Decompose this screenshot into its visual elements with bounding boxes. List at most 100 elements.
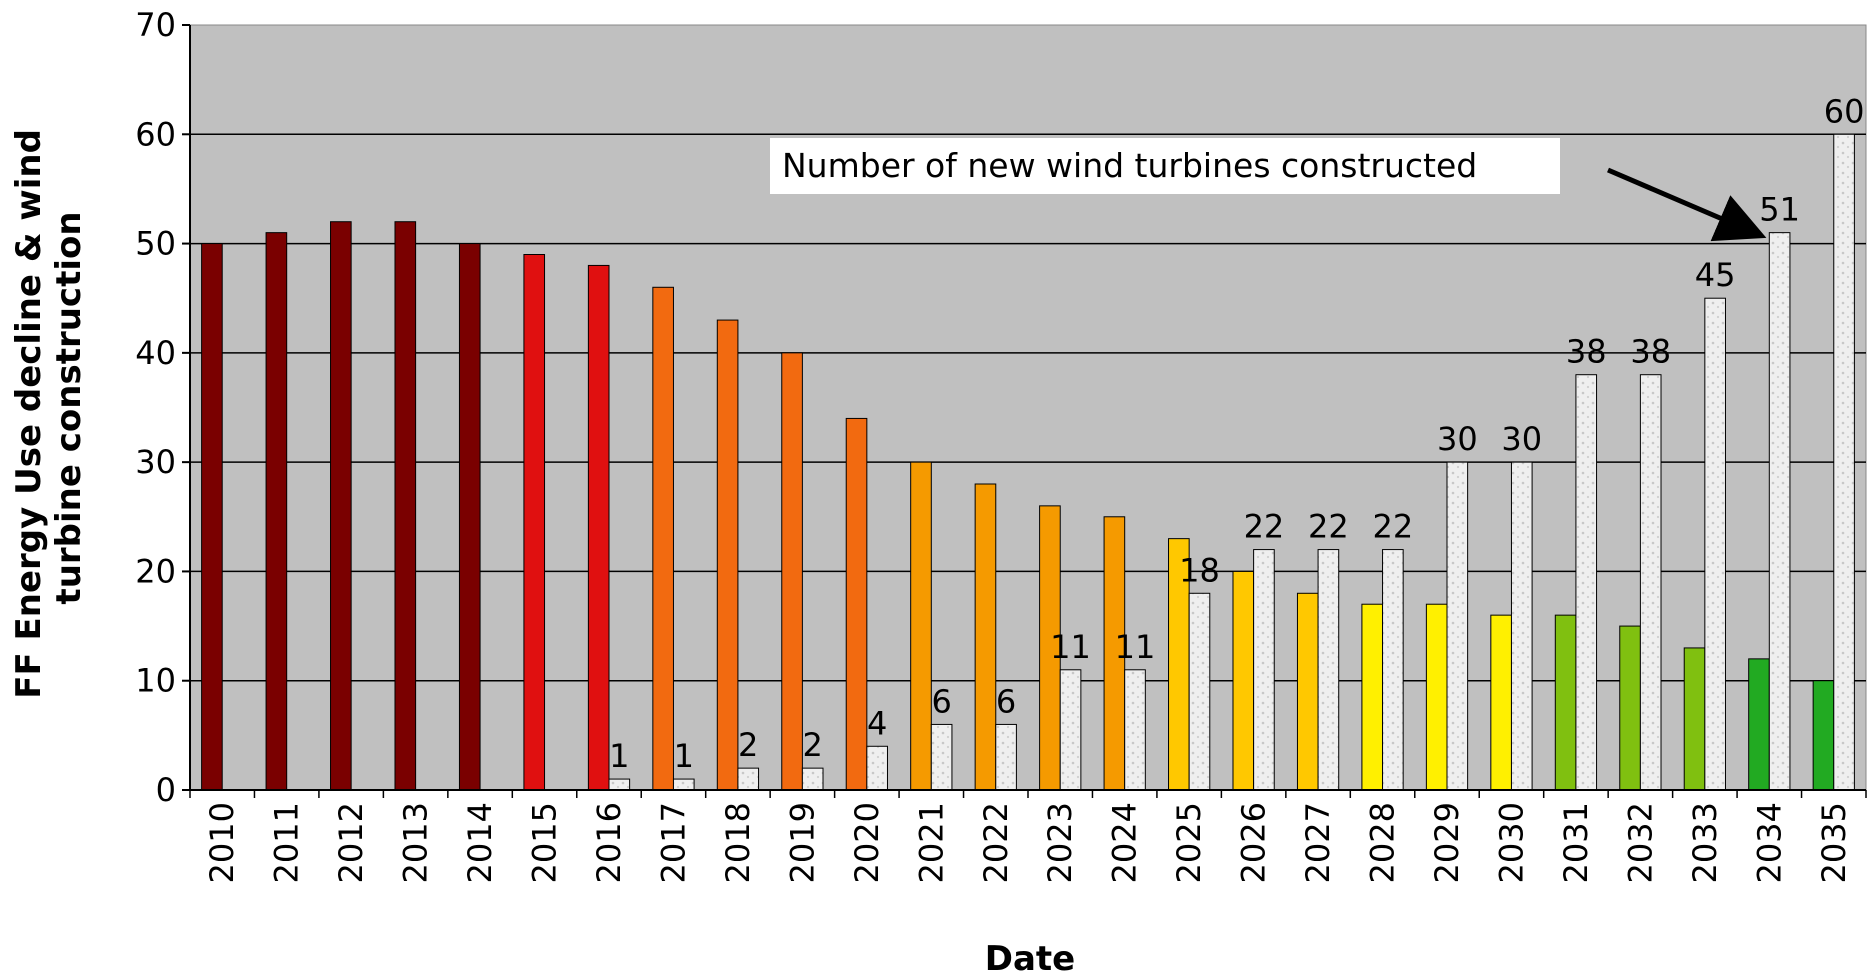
ff-energy-bar	[265, 232, 288, 791]
ff-energy-bar	[1619, 625, 1641, 791]
wind-turbine-bar	[608, 778, 631, 791]
wind-turbine-bar	[1382, 549, 1404, 791]
wind-turbine-bar	[1704, 297, 1726, 791]
x-tick-label: 2030	[1492, 802, 1530, 883]
wind-turbine-value-label: 38	[1566, 333, 1607, 371]
ff-energy-bar	[652, 286, 674, 791]
wind-turbine-value-label: 6	[996, 682, 1016, 720]
wind-turbine-bar	[1575, 374, 1598, 791]
wind-turbine-bar	[1188, 592, 1211, 791]
wind-turbine-bars	[608, 133, 1855, 791]
wind-turbine-value-label: 38	[1630, 333, 1671, 371]
ff-energy-bar	[1748, 658, 1770, 791]
y-axis-title-line1: FF Energy Use decline & wind	[9, 129, 49, 699]
x-tick-label: 2026	[1235, 802, 1273, 883]
wind-turbine-bar	[1253, 549, 1275, 791]
wind-turbine-bar	[1768, 232, 1791, 791]
x-tick-label: 2027	[1299, 802, 1337, 883]
wind-turbine-value-label: 45	[1695, 256, 1736, 294]
wind-turbine-value-label: 51	[1759, 191, 1800, 229]
wind-turbine-value-label: 1	[674, 737, 694, 775]
x-tick-label: 2021	[912, 802, 950, 883]
x-tick-label: 2022	[977, 802, 1015, 883]
wind-turbine-bar	[1317, 549, 1340, 791]
wind-turbine-value-label: 1	[609, 737, 629, 775]
ff-energy-bar	[1683, 647, 1706, 791]
wind-turbine-value-label: 60	[1824, 92, 1865, 130]
wind-turbine-value-label: 30	[1501, 420, 1542, 458]
x-tick-label: 2011	[268, 802, 306, 883]
ff-energy-bar	[587, 264, 610, 791]
wind-turbine-bar	[1446, 461, 1469, 791]
annotation-arrow	[1607, 167, 1767, 242]
y-axis-title-line2: turbine construction	[49, 211, 89, 604]
wind-turbine-bar	[1124, 669, 1146, 791]
ff-energy-bar	[1232, 570, 1255, 791]
y-axis-ticks: 0 10 20 30 40 50 60 70	[135, 6, 190, 809]
wind-turbine-bar	[1639, 374, 1662, 791]
ff-energy-bar	[1361, 603, 1384, 791]
wind-turbine-value-label: 11	[1115, 628, 1156, 666]
ff-energy-bar	[1296, 592, 1319, 791]
wind-turbine-bar	[1510, 461, 1533, 791]
ff-energy-bar	[1812, 680, 1835, 791]
ff-energy-bar	[330, 221, 352, 791]
x-axis-tick-labels: 2010 2011 2012 2013 2014 2015 2016 2017 2018 2019…	[189, 790, 1867, 883]
wind-turbine-bar	[801, 767, 824, 791]
x-axis-title: Date	[985, 939, 1075, 977]
wind-turbine-value-label: 6	[931, 682, 951, 720]
y-tick-label: 70	[135, 6, 176, 44]
x-tick-label: 2031	[1557, 802, 1595, 883]
x-tick-label: 2016	[590, 802, 628, 883]
ff-energy-bar	[781, 352, 803, 791]
x-tick-label: 2024	[1106, 802, 1144, 883]
wind-turbine-bar	[672, 778, 695, 791]
x-tick-label: 2020	[848, 802, 886, 883]
ff-energy-bar	[716, 319, 739, 791]
ff-energy-bar	[910, 461, 932, 791]
x-tick-label: 2012	[332, 802, 370, 883]
ff-energy-bar	[458, 243, 481, 791]
wind-turbine-value-label: 2	[803, 726, 823, 764]
ff-energy-bar	[845, 417, 868, 791]
x-tick-label: 2014	[461, 802, 499, 883]
x-tick-label: 2019	[783, 802, 821, 883]
ff-energy-bar	[1490, 614, 1512, 791]
x-tick-label: 2034	[1750, 802, 1788, 883]
y-tick-label: 10	[135, 662, 176, 700]
wind-turbine-value-label: 22	[1244, 508, 1285, 546]
y-tick-label: 30	[135, 443, 176, 481]
y-axis-title: FF Energy Use decline & wind turbine con…	[9, 117, 89, 699]
wind-turbine-value-label: 18	[1179, 551, 1220, 589]
ff-energy-bars	[201, 221, 1835, 791]
y-tick-label: 0	[156, 771, 176, 809]
x-tick-label: 2023	[1041, 802, 1079, 883]
wind-turbine-bar	[1833, 133, 1855, 791]
ff-energy-bar	[523, 254, 546, 791]
wind-turbine-value-label: 22	[1308, 508, 1349, 546]
ff-energy-bar	[974, 483, 997, 791]
wind-turbine-value-label: 4	[867, 704, 887, 742]
wind-turbine-bar	[866, 745, 888, 791]
wind-turbine-value-label: 11	[1050, 628, 1091, 666]
x-tick-label: 2025	[1170, 802, 1208, 883]
wind-turbine-value-label: 30	[1437, 420, 1478, 458]
x-tick-label: 2029	[1428, 802, 1466, 883]
wind-turbine-bar	[737, 767, 760, 791]
annotation-box	[770, 138, 1560, 194]
x-tick-label: 2035	[1815, 802, 1853, 883]
y-tick-label: 20	[135, 552, 176, 590]
annotation: Number of new wind turbines constructed	[770, 138, 1767, 242]
x-tick-label: 2033	[1686, 802, 1724, 883]
ff-energy-bar	[1425, 603, 1448, 791]
x-tick-label: 2028	[1364, 802, 1402, 883]
x-tick-label: 2013	[397, 802, 435, 883]
wind-turbine-bar	[930, 723, 953, 791]
wind-turbine-bar	[995, 723, 1017, 791]
x-tick-label: 2017	[654, 802, 692, 883]
ff-energy-bar	[394, 221, 417, 791]
x-tick-label: 2018	[719, 802, 757, 883]
wind-turbine-value-label: 2	[738, 726, 758, 764]
y-tick-label: 40	[135, 334, 176, 372]
